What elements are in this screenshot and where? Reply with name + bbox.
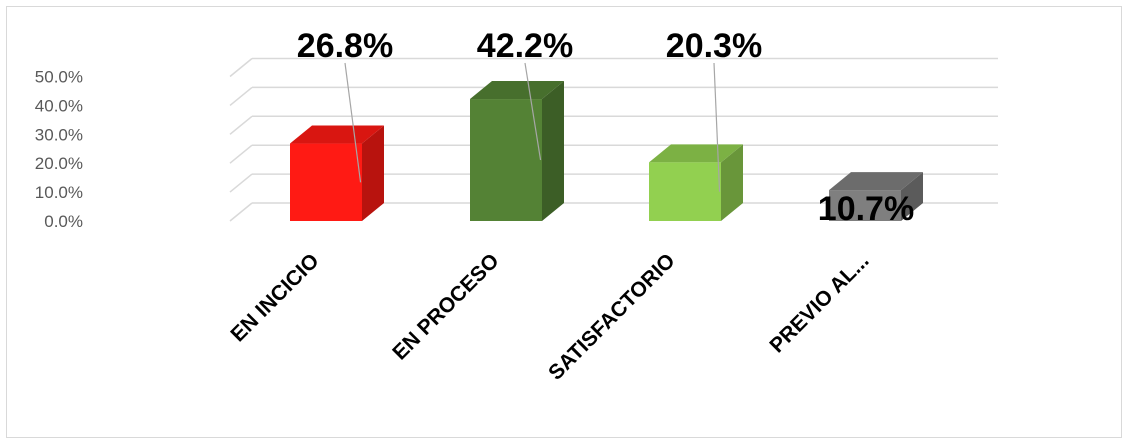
leader-line [713, 62, 721, 192]
bar [649, 144, 743, 221]
bar-top-face [290, 125, 384, 144]
leader-line [344, 62, 362, 183]
bars [290, 81, 923, 222]
y-tick-label: 50.0% [35, 68, 83, 87]
bar [290, 125, 384, 221]
bar [470, 81, 564, 222]
gridline-side [229, 144, 253, 164]
y-tick-label: 30.0% [35, 125, 83, 144]
data-label: 42.2% [477, 27, 573, 65]
bar-side-face [901, 172, 923, 221]
bar-side-face [542, 81, 564, 222]
gridline-side [229, 115, 253, 135]
bar-side-face [721, 144, 743, 221]
y-axis-ticks: 0.0% 10.0% 20.0% 30.0% 40.0% 50.0% [35, 68, 83, 232]
gridline-side [229, 86, 253, 106]
bar-top-face [829, 172, 923, 191]
x-category-label: EN INCICIO [226, 249, 323, 346]
gridline-side [229, 202, 253, 222]
leader-lines [344, 62, 721, 192]
bar-front-face [470, 99, 542, 221]
data-label: 10.7% [818, 190, 914, 228]
gridline-side [229, 57, 253, 78]
y-tick-label: 20.0% [35, 154, 83, 173]
leader-line [524, 62, 542, 161]
bar [829, 172, 923, 221]
y-tick-label: 0.0% [44, 212, 83, 231]
data-labels: 26.8% 42.2% 20.3% 10.7% [297, 27, 914, 228]
data-label: 26.8% [297, 27, 393, 65]
x-category-label: PREVIO AL... [765, 249, 873, 357]
x-axis-categories: EN INCICIO EN PROCESO SATISFACTORIO PREVIO … [226, 249, 873, 384]
gridline-side [229, 173, 253, 193]
bar-top-face [649, 144, 743, 163]
bar-side-face [362, 125, 384, 221]
y-tick-label: 10.0% [35, 183, 83, 202]
x-category-label: SATISFACTORIO [544, 249, 679, 384]
bar-top-face [470, 81, 564, 100]
bar-front-face [649, 162, 721, 221]
y-tick-label: 40.0% [35, 96, 83, 115]
x-category-label: EN PROCESO [388, 249, 503, 364]
bar-front-face [829, 190, 901, 221]
chart-area [6, 6, 1122, 438]
bar-front-face [290, 143, 362, 221]
data-label: 20.3% [666, 27, 762, 65]
